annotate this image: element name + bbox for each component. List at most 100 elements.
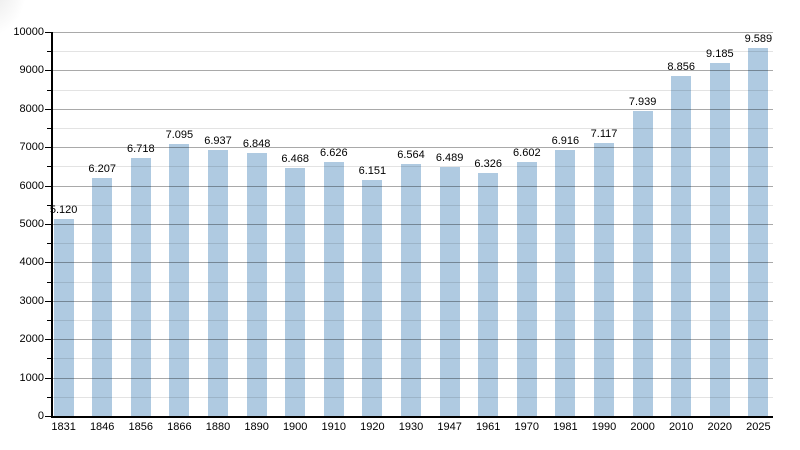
y-tick-label: 10000 xyxy=(13,26,44,38)
gridline-major xyxy=(53,185,773,187)
bar xyxy=(208,149,228,416)
bar-value-label: 6.151 xyxy=(358,164,387,177)
gridline-minor xyxy=(53,281,773,283)
y-major-tick xyxy=(45,147,51,149)
x-tick-label: 1856 xyxy=(128,421,154,433)
x-tick-label: 1990 xyxy=(591,421,617,433)
gridline-major xyxy=(53,339,773,341)
x-tick-label: 1947 xyxy=(437,421,462,433)
bar-value-label: 9.589 xyxy=(744,32,773,45)
y-tick-label: 5000 xyxy=(19,218,44,230)
bar xyxy=(401,163,421,416)
y-tick-label: 4000 xyxy=(19,256,44,269)
bar xyxy=(169,143,190,416)
y-tick-label: 9000 xyxy=(19,64,44,77)
bar xyxy=(478,173,499,416)
gridline-major xyxy=(53,377,773,379)
bar-value-label: 6.718 xyxy=(127,143,155,156)
x-tick-label: 1890 xyxy=(244,421,269,433)
y-major-tick xyxy=(45,185,51,187)
bar xyxy=(246,153,267,416)
gridline-minor xyxy=(53,89,773,91)
bar-value-label: 6.207 xyxy=(88,162,116,175)
gridline-minor xyxy=(53,320,773,321)
x-tick-label: 1981 xyxy=(553,421,578,433)
y-tick-label: 6000 xyxy=(19,179,44,192)
x-tick-label: 2020 xyxy=(707,421,733,433)
y-tick-label: 7000 xyxy=(19,141,44,154)
y-minor-tick xyxy=(47,358,51,360)
bar-value-label: 6.848 xyxy=(242,138,271,151)
gridline-major xyxy=(53,32,773,33)
y-major-tick xyxy=(45,416,51,417)
y-major-tick xyxy=(45,300,51,302)
x-tick-label: 1866 xyxy=(167,421,192,433)
gridline-minor xyxy=(53,51,773,53)
y-tick-label: 2000 xyxy=(19,333,44,346)
gridline-minor xyxy=(53,243,773,245)
bar-value-label: 7.117 xyxy=(590,127,618,140)
x-tick-label: 2000 xyxy=(630,421,655,433)
bar-value-label: 6.916 xyxy=(551,135,580,148)
y-minor-tick xyxy=(47,51,51,53)
x-tick-label: 1880 xyxy=(205,421,231,433)
y-major-tick xyxy=(45,339,51,341)
x-tick-label: 1831 xyxy=(51,421,76,433)
y-tick-label: 8000 xyxy=(19,102,44,115)
y-minor-tick xyxy=(47,89,51,91)
bar xyxy=(709,63,730,416)
bar-value-label: 6.602 xyxy=(513,147,541,160)
bar xyxy=(671,75,692,416)
y-major-tick xyxy=(45,262,51,264)
bar-value-label: 7.939 xyxy=(628,96,657,109)
bar-value-label: 6.489 xyxy=(435,151,464,164)
bar-value-label: 6.564 xyxy=(397,148,425,161)
y-major-tick xyxy=(45,32,51,33)
gridline-major xyxy=(53,108,773,110)
bar-value-label: 7.095 xyxy=(165,128,194,141)
x-tick-label: 1961 xyxy=(475,421,501,433)
gridline-minor xyxy=(53,204,773,206)
bar xyxy=(632,111,653,416)
gridline-major xyxy=(53,70,773,72)
bar-value-label: 6.937 xyxy=(204,134,232,147)
gridline-major xyxy=(53,262,773,264)
x-tick-label: 2025 xyxy=(746,421,771,433)
bar xyxy=(53,219,74,416)
y-minor-tick xyxy=(47,128,51,129)
bar xyxy=(362,179,383,416)
bar-value-label: 5.120 xyxy=(49,204,78,217)
gridline-minor xyxy=(53,396,773,398)
y-major-tick xyxy=(45,224,51,225)
x-tick-label: 1970 xyxy=(514,421,540,433)
bar xyxy=(748,47,769,416)
gridline-minor xyxy=(53,166,773,168)
gridline-minor xyxy=(53,358,773,360)
bar-value-label: 6.626 xyxy=(320,146,348,159)
bar-value-label: 6.468 xyxy=(281,152,309,165)
x-tick-label: 2010 xyxy=(668,421,694,433)
x-tick-label: 1920 xyxy=(360,421,385,433)
y-tick-label: 3000 xyxy=(19,294,44,307)
y-minor-tick xyxy=(47,166,51,168)
gridline-minor xyxy=(53,128,773,129)
bar xyxy=(594,142,614,416)
bar-value-label: 6.326 xyxy=(474,158,502,171)
y-minor-tick xyxy=(47,204,51,206)
x-tick-label: 1900 xyxy=(282,421,308,433)
gridline-major xyxy=(53,224,773,225)
bar xyxy=(285,167,306,416)
x-tick-label: 1846 xyxy=(89,421,115,433)
bar xyxy=(92,177,113,416)
y-minor-tick xyxy=(47,243,51,245)
bar xyxy=(130,158,151,416)
x-tick-label: 1910 xyxy=(321,421,347,433)
y-minor-tick xyxy=(47,396,51,398)
bar xyxy=(516,162,537,416)
bar xyxy=(555,150,576,416)
bar-value-label: 9.185 xyxy=(706,48,734,61)
y-major-tick xyxy=(45,377,51,379)
y-major-tick xyxy=(45,70,51,72)
y-minor-tick xyxy=(47,320,51,321)
